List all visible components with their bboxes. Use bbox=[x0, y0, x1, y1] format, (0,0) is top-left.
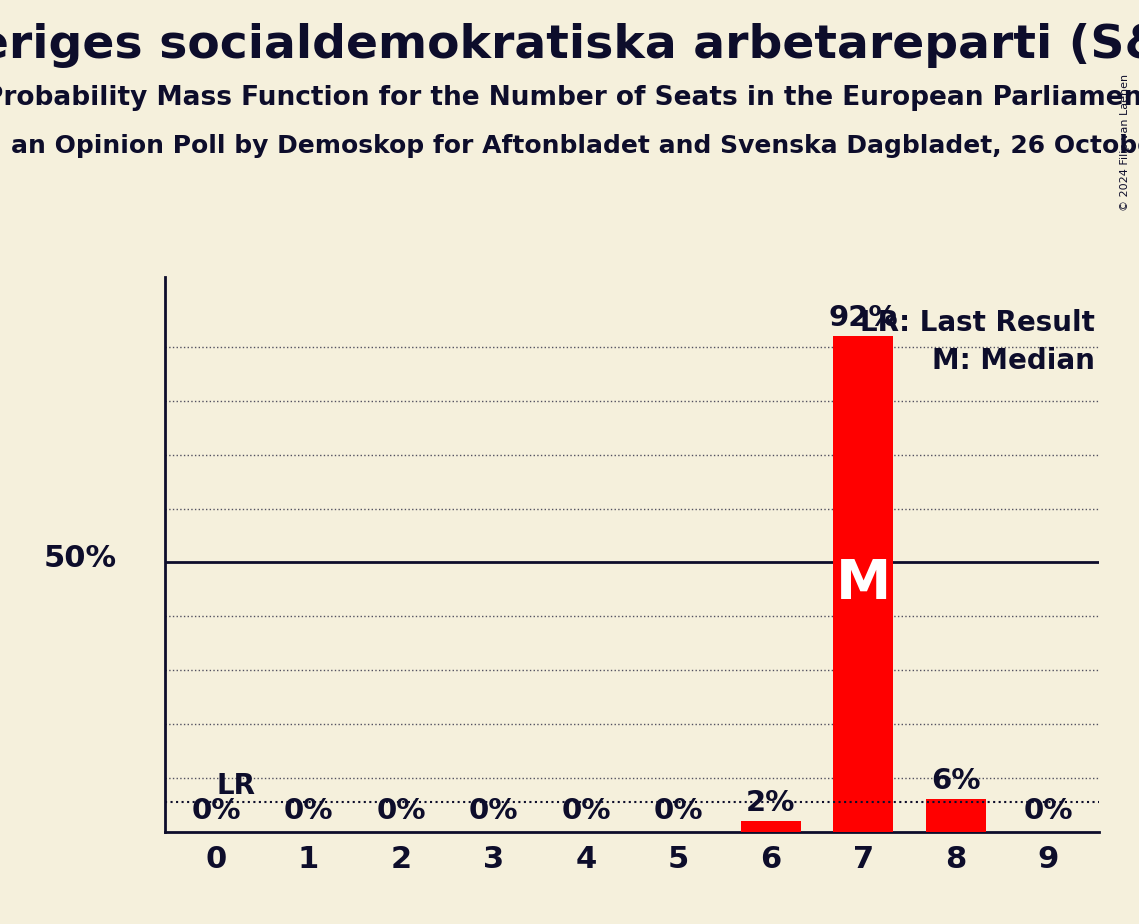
Text: © 2024 Filip van Laenen: © 2024 Filip van Laenen bbox=[1120, 74, 1130, 211]
Text: M: Median: M: Median bbox=[932, 347, 1095, 375]
Text: 6%: 6% bbox=[931, 767, 981, 795]
Text: LR: LR bbox=[216, 772, 256, 800]
Text: 2%: 2% bbox=[746, 788, 795, 817]
Text: 92%: 92% bbox=[828, 304, 899, 332]
Text: Probability Mass Function for the Number of Seats in the European Parliament: Probability Mass Function for the Number… bbox=[0, 85, 1139, 111]
Text: 0%: 0% bbox=[654, 797, 703, 825]
Bar bbox=[740, 821, 801, 832]
Text: 50%: 50% bbox=[43, 543, 116, 573]
Text: 0%: 0% bbox=[284, 797, 334, 825]
Text: an Opinion Poll by Demoskop for Aftonbladet and Svenska Dagbladet, 26 October–11: an Opinion Poll by Demoskop for Aftonbla… bbox=[11, 134, 1139, 158]
Text: Sveriges socialdemokratiska arbetareparti (S&D): Sveriges socialdemokratiska arbetarepart… bbox=[0, 23, 1139, 68]
Text: LR: Last Result: LR: Last Result bbox=[860, 310, 1095, 337]
Text: 0%: 0% bbox=[191, 797, 240, 825]
Text: 0%: 0% bbox=[376, 797, 426, 825]
Bar bbox=[834, 336, 893, 832]
Text: 0%: 0% bbox=[468, 797, 518, 825]
Text: 0%: 0% bbox=[1024, 797, 1073, 825]
Text: M: M bbox=[836, 557, 891, 611]
Text: 0%: 0% bbox=[562, 797, 611, 825]
Bar bbox=[926, 799, 986, 832]
